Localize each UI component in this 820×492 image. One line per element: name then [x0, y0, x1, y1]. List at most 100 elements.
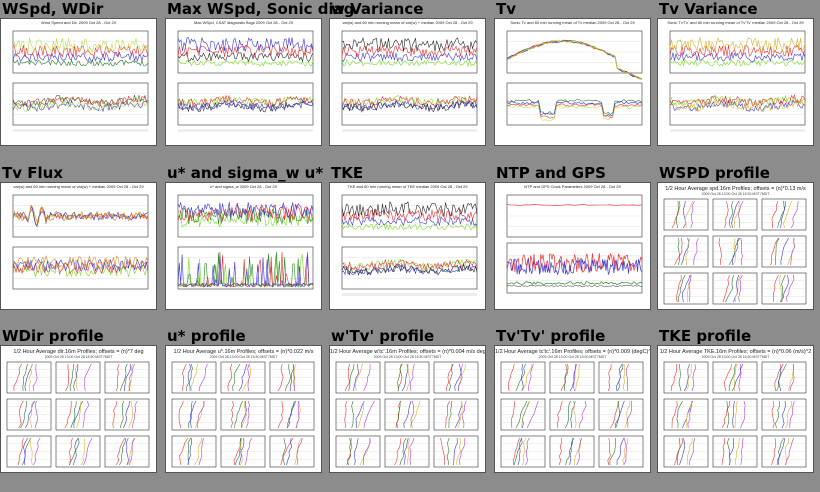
plot-thumbnail[interactable]: Sonic Tv'Tv' and 60 min running mean of …: [657, 18, 814, 146]
profile-line: [357, 400, 364, 429]
plot-thumbnail[interactable]: 1/2 Hour Average u*.16m Profiles; offset…: [165, 345, 322, 473]
profile-line: [76, 400, 81, 429]
profile-line: [520, 400, 530, 429]
profile-line: [127, 437, 135, 466]
profile-line: [406, 363, 411, 392]
panel-tke: TKE TKE and 60 min running mean of TKE me…: [329, 164, 487, 324]
profile-line: [780, 274, 789, 303]
panel-title: w Variance: [331, 0, 424, 18]
profile-line: [729, 200, 734, 229]
series-line: [669, 99, 806, 112]
profile-line: [683, 363, 691, 392]
profile-line: [238, 437, 245, 466]
profile-line: [774, 237, 780, 266]
panel-tv-variance: Tv Variance Sonic Tv'Tv' and 60 min runni…: [657, 0, 815, 160]
profile-line: [13, 363, 23, 392]
plot-thumbnail[interactable]: var(w) and 60 min running mean of var(w)…: [0, 182, 157, 310]
plot-image: [663, 361, 807, 468]
profile-line: [557, 400, 563, 429]
panel-w-tv-profile: w'Tv' profile 1/2 Hour Average w'tc'.16m …: [329, 327, 487, 487]
panel-title: u* profile: [167, 327, 246, 345]
profile-line: [684, 200, 693, 228]
plot-thumbnail[interactable]: Sonic Tv and 60 min running mean of Tv m…: [494, 18, 651, 146]
plot-thumbnail[interactable]: TKE and 60 min running mean of TKE media…: [329, 182, 486, 310]
profile-line: [615, 400, 625, 429]
plot-thumbnail[interactable]: u* and sigma_w 2009 Oct 28 - Oct 29: [165, 182, 322, 310]
series-line: [12, 95, 149, 108]
profile-line: [777, 437, 785, 466]
profile-line: [771, 400, 775, 429]
panel-title: WDir profile: [2, 327, 104, 345]
profile-line: [616, 437, 625, 466]
profile-line: [445, 400, 450, 429]
series-line: [341, 263, 478, 276]
profile-line: [446, 437, 450, 466]
plot-title: Wind Speed and Dir. 2009 Oct 28 - Oct 29: [41, 20, 116, 25]
profile-line: [738, 274, 743, 303]
panel-tv-flux: Tv Flux var(w) and 60 min running mean of…: [0, 164, 158, 324]
profile-line: [348, 363, 355, 392]
profile-line: [189, 400, 197, 429]
plot-thumbnail[interactable]: Wind Speed and Dir. 2009 Oct 28 - Oct 29: [0, 18, 157, 146]
profile-line: [671, 200, 681, 229]
profile-line: [722, 274, 730, 303]
profile-line: [73, 437, 79, 466]
plot-thumbnail[interactable]: Max WSpd, CSAT diagnostic flags 2009 Oct…: [165, 18, 322, 146]
series-line: [506, 252, 643, 274]
profile-line: [738, 363, 742, 392]
panel-title: TKE profile: [659, 327, 752, 345]
profile-line: [194, 437, 203, 466]
profile-line: [196, 401, 205, 429]
plot-subtitle: 2009 Oct 28 13:00 Oct 28 15:30 MST7MDT: [701, 355, 770, 359]
panel-ntp-and-gps: NTP and GPS NTP and GPS Clock Parameters …: [494, 164, 652, 324]
panel-title: Tv Flux: [2, 164, 63, 182]
panel-wspd-profile: WSPD profile 1/2 Hour Average spd.16m Pro…: [657, 164, 815, 324]
profile-line: [623, 437, 627, 466]
profile-line: [73, 363, 79, 392]
plot-subtitle: 2009 Oct 28 13:00 Oct 28 15:30 MST7MDT: [701, 192, 770, 196]
plot-thumbnail[interactable]: 1/2 Hour Average TKE.16m Profiles; offse…: [657, 345, 814, 473]
plot-title: 1/2 Hour Average tc'tc'.16m Profiles; of…: [495, 349, 651, 355]
plot-thumbnail[interactable]: NTP and GPS Clock Parameters 2009 Oct 28…: [494, 182, 651, 310]
series-line: [341, 59, 478, 68]
profile-line: [733, 363, 738, 392]
series-line: [341, 258, 478, 272]
profile-line: [771, 200, 779, 228]
profile-line: [20, 400, 27, 429]
plot-thumbnail[interactable]: 1/2 Hour Average dir.16m Profiles; offse…: [0, 345, 157, 473]
profile-line: [677, 274, 686, 303]
series-line: [341, 95, 478, 108]
panel-u-and-sigma-w-u: u* and sigma_w u* u* and sigma_w 2009 Oct…: [165, 164, 323, 324]
series-line: [177, 201, 314, 219]
profile-line: [68, 437, 73, 466]
profile-line: [777, 200, 785, 229]
series-line: [12, 37, 149, 53]
plot-thumbnail[interactable]: 1/2 Hour Average spd.16m Profiles; offse…: [657, 182, 814, 310]
profile-line: [565, 438, 573, 466]
plot-thumbnail[interactable]: 1/2 Hour Average w'tc'.16m Profiles; off…: [329, 345, 486, 473]
profile-line: [186, 363, 193, 392]
series-line: [12, 51, 149, 63]
profile-line: [454, 363, 462, 392]
plot-image: [506, 194, 643, 294]
plot-thumbnail[interactable]: 1/2 Hour Average tc'tc'.16m Profiles; of…: [494, 345, 651, 473]
profile-line: [190, 363, 199, 392]
profile-line: [241, 400, 247, 429]
profile-line: [119, 400, 124, 429]
profile-line: [461, 400, 467, 429]
plot-title: 1/2 Hour Average u*.16m Profiles; offset…: [173, 349, 314, 355]
profile-line: [740, 237, 743, 266]
profile-line: [575, 363, 580, 392]
panel-wspd-wdir: WSpd, WDir Wind Speed and Dir. 2009 Oct 2…: [0, 0, 158, 160]
profile-line: [227, 363, 233, 392]
profile-line: [397, 363, 402, 392]
profile-line: [286, 400, 295, 429]
plot-thumbnail[interactable]: var(w) and 60 min running mean of var(w)…: [329, 18, 486, 146]
profile-line: [718, 237, 723, 266]
profile-line: [34, 400, 39, 429]
profile-line: [75, 363, 78, 392]
profile-line: [558, 437, 563, 466]
profile-line: [733, 200, 741, 229]
plot-title: Sonic Tv'Tv' and 60 min running mean of …: [667, 20, 804, 25]
profile-line: [780, 237, 789, 266]
